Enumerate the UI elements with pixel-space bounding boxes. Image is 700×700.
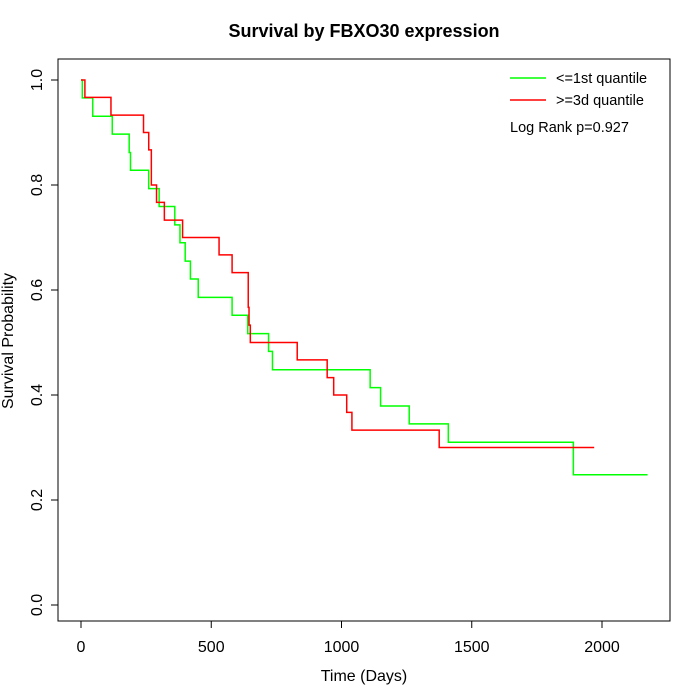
y-tick-label: 0.0 xyxy=(29,594,46,616)
y-tick-label: 0.2 xyxy=(29,489,46,511)
x-tick-label: 0 xyxy=(77,639,86,656)
y-axis-label: Survival Probability xyxy=(0,273,17,409)
y-tick-label: 0.8 xyxy=(29,174,46,196)
log-rank-annotation: Log Rank p=0.927 xyxy=(510,120,629,136)
y-tick-label: 0.4 xyxy=(29,384,46,406)
y-axis: 0.0 0.2 0.4 0.6 0.8 1.0 xyxy=(29,69,59,616)
plot-frame xyxy=(57,58,671,622)
x-axis-label: Time (Days) xyxy=(321,668,408,685)
legend: <=1st quantile >=3d quantile Log Rank p=… xyxy=(510,71,647,136)
legend-label-low: <=1st quantile xyxy=(556,71,647,87)
x-axis: 0 500 1000 1500 2000 xyxy=(77,620,620,656)
x-tick-label: 500 xyxy=(198,639,225,656)
y-tick-label: 1.0 xyxy=(29,69,46,91)
survival-curve-low xyxy=(81,79,648,476)
y-tick-label: 0.6 xyxy=(29,279,46,301)
x-tick-label: 1500 xyxy=(454,639,490,656)
legend-label-high: >=3d quantile xyxy=(556,93,644,109)
x-tick-label: 1000 xyxy=(324,639,360,656)
chart-title: Survival by FBXO30 expression xyxy=(228,21,499,41)
survival-curve-high xyxy=(81,79,595,449)
x-tick-label: 2000 xyxy=(584,639,620,656)
series-layer xyxy=(81,79,648,476)
